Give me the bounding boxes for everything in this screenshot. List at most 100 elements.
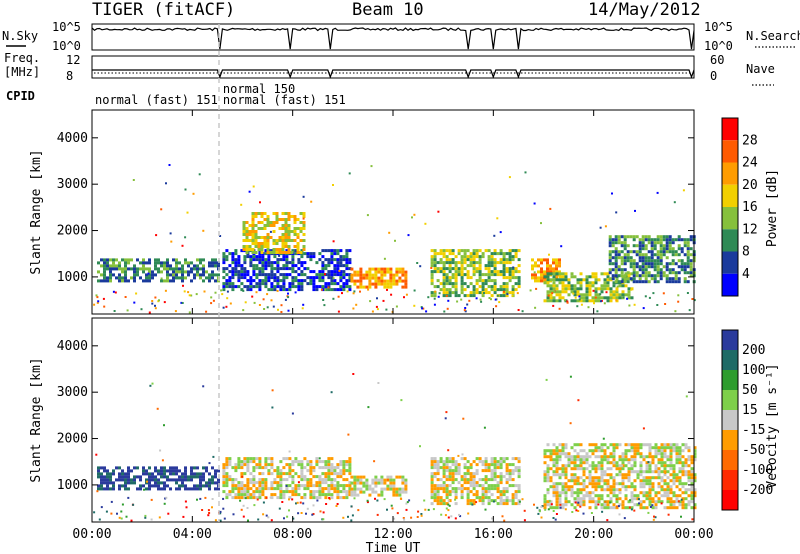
echo-cell: [493, 252, 497, 256]
echo-cell: [258, 490, 262, 494]
echo-cell: [288, 472, 292, 476]
echo-cell: [597, 500, 601, 504]
echo-cell: [511, 267, 515, 271]
echo-cell: [245, 248, 249, 251]
echo-cell: [252, 264, 256, 268]
echo-cell: [620, 464, 623, 467]
echo-cell: [614, 241, 618, 245]
echo-cell: [463, 249, 467, 253]
echo-cell: [350, 481, 354, 485]
echo-cell: [327, 286, 330, 289]
echo-cell: [642, 455, 646, 459]
echo-cell: [315, 463, 319, 467]
echo-cell: [591, 464, 595, 468]
echo-cell: [579, 455, 583, 459]
echo-cell: [570, 284, 574, 288]
echo-cell: [466, 460, 470, 464]
echo-cell: [300, 472, 304, 476]
echo-cell: [630, 491, 634, 495]
echo-cell: [573, 275, 577, 279]
echo-cell: [157, 267, 160, 271]
echo-cell: [597, 299, 601, 303]
echo-cell: [671, 262, 675, 266]
echo-cell: [630, 449, 634, 453]
echo-cell: [383, 273, 387, 277]
echo-cell: [188, 311, 191, 314]
echo-cell: [433, 493, 437, 497]
colorbar-swatch: [722, 410, 738, 430]
echo-cell: [451, 285, 455, 289]
echo-cell: [439, 267, 443, 271]
echo-cell: [430, 493, 434, 497]
cpid-annotation: normal (fast) 151: [95, 93, 218, 107]
echo-cell: [240, 249, 244, 253]
echo-cell: [540, 270, 543, 274]
echo-cell: [275, 212, 279, 215]
echo-cell: [681, 455, 685, 459]
echo-cell: [196, 270, 199, 274]
echo-cell: [600, 443, 604, 447]
echo-cell: [632, 268, 636, 272]
echo-cell: [674, 238, 678, 242]
echo-cell: [665, 277, 669, 281]
echo-cell: [299, 227, 303, 230]
echo-cell: [573, 284, 577, 288]
echo-cell: [644, 238, 648, 242]
echo-cell: [653, 241, 657, 245]
echo-cell: [392, 273, 396, 277]
echo-cell: [256, 498, 259, 501]
echo-cell: [178, 276, 181, 280]
echo-cell: [611, 192, 613, 195]
echo-cell: [478, 258, 482, 262]
echo-cell: [333, 469, 337, 473]
echo-cell: [222, 507, 225, 510]
echo-cell: [139, 475, 142, 479]
echo-cell: [690, 494, 694, 498]
echo-cell: [433, 255, 437, 259]
echo-cell: [484, 267, 488, 271]
echo-cell: [546, 467, 550, 471]
echo-cell: [552, 482, 556, 486]
echo-cell: [324, 496, 328, 500]
echo-cell: [208, 487, 211, 491]
echo-cell: [588, 275, 592, 279]
echo-cell: [163, 466, 166, 470]
echo-cell: [300, 282, 304, 286]
echo-cell: [472, 291, 476, 295]
echo-cell: [243, 255, 247, 259]
echo-cell: [499, 258, 503, 262]
echo-cell: [644, 262, 648, 266]
echo-cell: [487, 261, 491, 265]
echo-cell: [671, 268, 675, 272]
echo-cell: [132, 503, 135, 506]
echo-cell: [290, 239, 294, 242]
echo-cell: [618, 464, 622, 468]
echo-cell: [430, 487, 434, 491]
echo-cell: [561, 296, 565, 300]
echo-cell: [127, 487, 130, 491]
echo-cell: [614, 262, 618, 266]
echo-cell: [475, 288, 479, 292]
echo-cell: [164, 289, 167, 292]
echo-cell: [291, 270, 295, 274]
echo-cell: [132, 179, 135, 181]
echo-cell: [636, 494, 640, 498]
echo-cell: [689, 268, 693, 272]
echo-cell: [392, 282, 396, 286]
echo-cell: [571, 511, 574, 513]
echo-cell: [324, 288, 327, 291]
echo-cell: [291, 285, 295, 289]
echo-cell: [284, 230, 288, 233]
echo-cell: [657, 449, 661, 453]
echo-cell: [282, 466, 286, 470]
echo-cell: [484, 264, 488, 268]
echo-cell: [506, 293, 509, 296]
echo-cell: [487, 487, 491, 491]
echo-cell: [460, 282, 464, 286]
echo-cell: [118, 484, 121, 488]
echo-cell: [318, 496, 322, 500]
echo-cell: [148, 267, 151, 271]
echo-cell: [558, 290, 562, 294]
echo-cell: [243, 276, 247, 280]
echo-cell: [635, 271, 639, 275]
